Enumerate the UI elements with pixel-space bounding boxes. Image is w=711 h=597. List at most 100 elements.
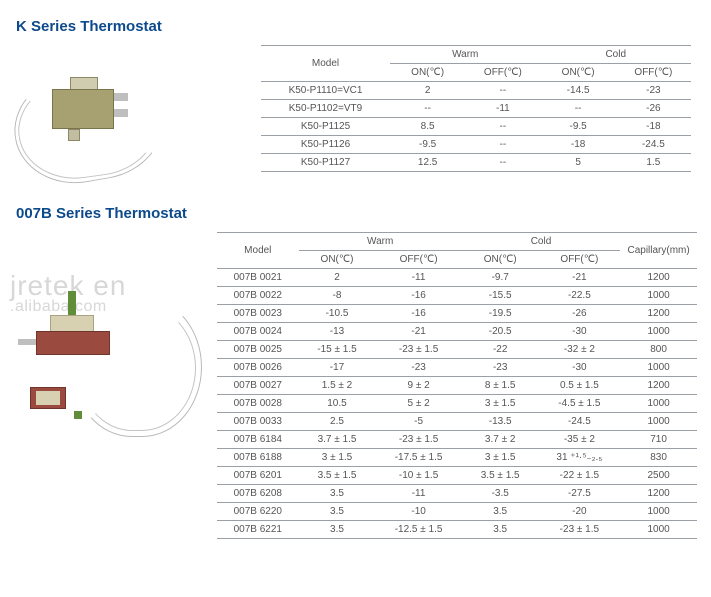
cell-warm_off: -10 [375,503,461,521]
col-warm-off: OFF(℃) [465,64,540,82]
b-series-section: Model Warm Cold Capillary(mm) ON(℃) OFF(… [12,232,691,539]
cell-cap: 710 [620,431,697,449]
table-row: 007B 61843.7 ± 1.5-23 ± 1.53.7 ± 2-35 ± … [217,431,697,449]
col-cold-on: ON(℃) [541,64,616,82]
cell-model: 007B 0022 [217,287,299,305]
cell-cold_on: -22 [462,341,539,359]
cell-cold_off: -26 [616,100,691,118]
cell-model: 007B 6188 [217,449,299,467]
cell-cold_off: -23 [616,82,691,100]
cell-cold_off: -30 [539,323,621,341]
cell-cap: 1200 [620,377,697,395]
cell-warm_on: 3.5 [299,503,376,521]
table-row: 007B 61883 ± 1.5-17.5 ± 1.53 ± 1.531 ⁺¹·… [217,449,697,467]
cell-warm_on: -17 [299,359,376,377]
col-cold-off: OFF(℃) [539,251,621,269]
cell-model: K50-P1102=VT9 [261,100,390,118]
cell-cold_off: -4.5 ± 1.5 [539,395,621,413]
cell-warm_off: -- [465,154,540,172]
cell-cap: 1000 [620,323,697,341]
col-cold-off: OFF(℃) [616,64,691,82]
cell-model: 007B 0027 [217,377,299,395]
cell-warm_on: 10.5 [299,395,376,413]
cell-model: 007B 0025 [217,341,299,359]
cell-warm_on: -10.5 [299,305,376,323]
col-warm-off: OFF(℃) [375,251,461,269]
table-row: K50-P1102=VT9---11---26 [261,100,691,118]
cell-warm_off: -23 ± 1.5 [375,341,461,359]
cell-warm_off: 5 ± 2 [375,395,461,413]
cell-cold_on: -20.5 [462,323,539,341]
cell-cold_off: -32 ± 2 [539,341,621,359]
cell-cold_off: 31 ⁺¹·⁵₋₂.₅ [539,449,621,467]
k-series-image [12,45,167,187]
table-row: 007B 0023-10.5-16-19.5-261200 [217,305,697,323]
cell-warm_off: -11 [375,269,461,287]
cell-model: 007B 0028 [217,395,299,413]
cell-warm_on: -15 ± 1.5 [299,341,376,359]
table-row: 007B 00212-11-9.7-211200 [217,269,697,287]
cell-cap: 2500 [620,467,697,485]
cell-cold_on: -15.5 [462,287,539,305]
cell-warm_off: -23 [375,359,461,377]
table-row: 007B 0024-13-21-20.5-301000 [217,323,697,341]
cell-warm_off: -16 [375,287,461,305]
cell-warm_on: 3.5 [299,485,376,503]
cell-cold_on: -9.5 [541,118,616,136]
cell-warm_off: -23 ± 1.5 [375,431,461,449]
cell-warm_off: -12.5 ± 1.5 [375,521,461,539]
table-row: K50-P1126-9.5---18-24.5 [261,136,691,154]
cell-cap: 1000 [620,521,697,539]
col-warm: Warm [390,46,541,64]
cell-warm_off: -11 [465,100,540,118]
col-warm: Warm [299,233,462,251]
cell-cold_on: -- [541,100,616,118]
cell-cold_on: 3 ± 1.5 [462,395,539,413]
table-row: 007B 00271.5 ± 29 ± 28 ± 1.50.5 ± 1.5120… [217,377,697,395]
cell-warm_off: -- [465,82,540,100]
cell-cold_off: -24.5 [539,413,621,431]
cell-cold_off: -21 [539,269,621,287]
cell-warm_on: 12.5 [390,154,465,172]
cell-cold_on: -9.7 [462,269,539,287]
cell-warm_on: 3.5 [299,521,376,539]
cell-cold_on: -3.5 [462,485,539,503]
cell-warm_on: -13 [299,323,376,341]
col-warm-on: ON(℃) [390,64,465,82]
cell-cold_on: 3.5 [462,521,539,539]
cell-cold_off: -20 [539,503,621,521]
col-warm-on: ON(℃) [299,251,376,269]
cell-model: 007B 0023 [217,305,299,323]
cell-warm_on: 1.5 ± 2 [299,377,376,395]
table-row: 007B 62013.5 ± 1.5-10 ± 1.53.5 ± 1.5-22 … [217,467,697,485]
cell-cap: 1200 [620,305,697,323]
table-row: K50-P112712.5--51.5 [261,154,691,172]
col-model: Model [217,233,299,269]
cell-warm_on: -8 [299,287,376,305]
table-row: 007B 0025-15 ± 1.5-23 ± 1.5-22-32 ± 2800 [217,341,697,359]
cell-model: K50-P1110=VC1 [261,82,390,100]
cell-model: 007B 0024 [217,323,299,341]
table-row: 007B 0022-8-16-15.5-22.51000 [217,287,697,305]
cell-model: 007B 6184 [217,431,299,449]
k-series-section: Model Warm Cold ON(℃) OFF(℃) ON(℃) OFF(℃… [12,45,691,187]
cell-cap: 1000 [620,413,697,431]
cell-model: K50-P1127 [261,154,390,172]
cell-warm_on: 2 [390,82,465,100]
cell-cold_on: 3.5 ± 1.5 [462,467,539,485]
col-cold: Cold [541,46,692,64]
b-series-table: Model Warm Cold Capillary(mm) ON(℃) OFF(… [217,232,697,539]
cell-cap: 1200 [620,485,697,503]
b-series-image [12,232,207,539]
cell-cold_off: -24.5 [616,136,691,154]
cell-model: 007B 6208 [217,485,299,503]
cell-cold_off: -35 ± 2 [539,431,621,449]
col-capillary: Capillary(mm) [620,233,697,269]
cell-model: 007B 6220 [217,503,299,521]
cell-warm_on: -- [390,100,465,118]
cell-cold_off: 1.5 [616,154,691,172]
cell-warm_on: 2.5 [299,413,376,431]
cell-warm_off: -11 [375,485,461,503]
col-cold: Cold [462,233,620,251]
cell-warm_off: -- [465,118,540,136]
